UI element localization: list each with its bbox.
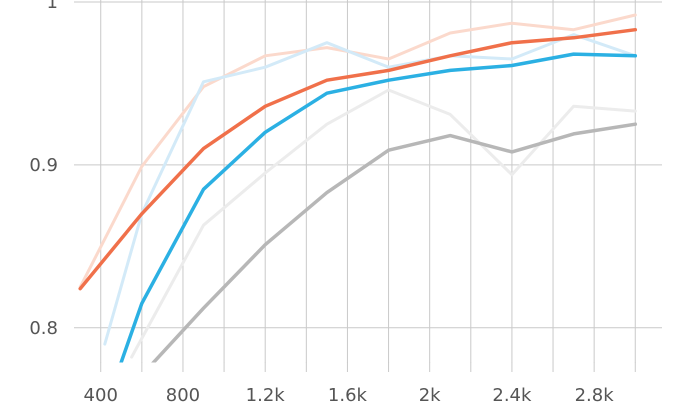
x-tick-label: 2.4k — [492, 385, 532, 406]
series-line-4 — [123, 122, 638, 395]
x-tick-label: 400 — [84, 385, 118, 406]
x-tick-label: 1.6k — [328, 385, 368, 406]
series-line-3 — [130, 88, 637, 359]
y-axis-tick-labels: 0.8 0.9 1 — [29, 0, 58, 339]
series-line-5 — [103, 52, 638, 411]
x-axis-tick-labels: 400 800 1.2k 1.6k 2k 2.4k 2.8k — [84, 385, 615, 406]
y-tick-label: 0.8 — [29, 318, 58, 339]
x-axis-band — [0, 362, 682, 411]
x-tick-label: 2k — [419, 385, 441, 406]
series-line-2 — [103, 33, 637, 346]
x-tick-label: 1.2k — [246, 385, 286, 406]
y-tick-label: 1 — [47, 0, 58, 13]
series-layer — [0, 13, 682, 411]
series-line-6 — [78, 27, 638, 291]
x-tick-label: 2.8k — [575, 385, 615, 406]
y-tick-label: 0.9 — [29, 155, 58, 176]
vertical-grid-lines — [100, 0, 636, 372]
series-line-1 — [78, 13, 637, 289]
x-tick-label: 800 — [166, 385, 200, 406]
